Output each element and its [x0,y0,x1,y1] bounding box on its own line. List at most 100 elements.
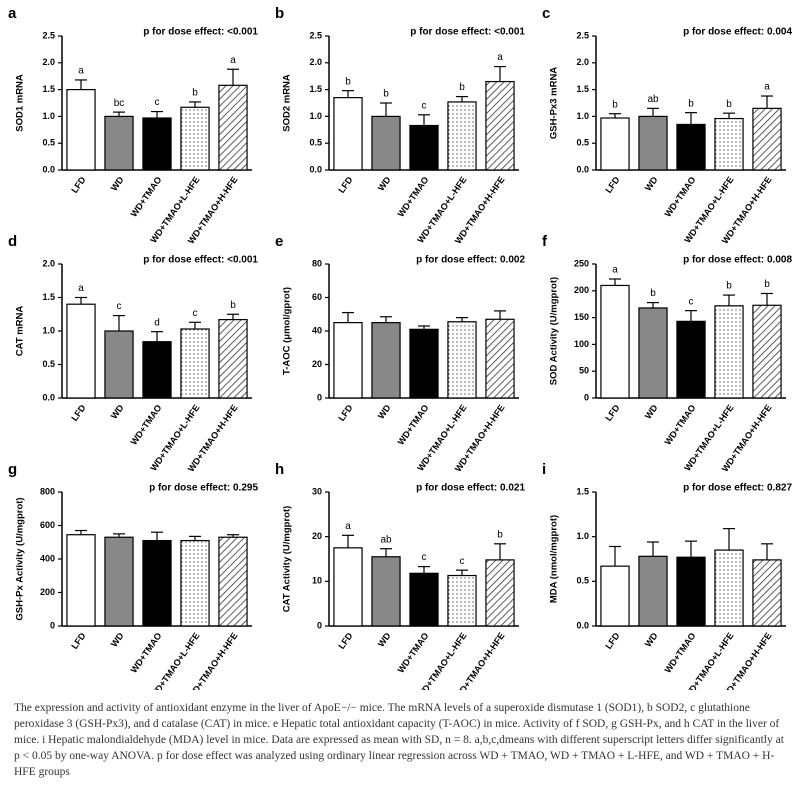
panel: a p for dose effect: <0.001 0.0 0.5 1.0 1.5 2.… [8,5,258,246]
y-tick-label: 200 [40,587,55,597]
significance-letter: b [726,281,732,292]
significance-letter: a [612,265,618,276]
annotation: p for dose effect: 0.827 [683,483,792,494]
x-tick-label: LFD [69,630,88,650]
x-tick-label: WD+TMAO [129,403,164,447]
y-tick-label: 800 [40,486,55,496]
panel-letter: c [542,5,550,22]
y-axis-label: T-AOC (μmol/gprot) [282,287,293,375]
significance-letter: c [155,97,160,108]
y-tick-label: 1.0 [309,111,322,121]
bar [333,322,363,399]
x-tick-label: WD+TMAO [396,175,431,219]
panel-letter: d [8,233,17,250]
bar [714,549,744,627]
x-tick-label: LFD [603,630,622,650]
bar [66,88,96,171]
annotation: p for dose effect: 0.295 [149,483,258,494]
y-axis-label: MDA (nmol/mgprot) [549,515,560,603]
x-tick-label: WD+TMAO [663,175,698,219]
y-tick-label: 0.0 [42,164,55,174]
significance-letter: ab [380,534,392,545]
bar [104,536,134,627]
y-tick-label: 0.5 [42,359,55,369]
x-tick-label: WD [643,402,660,420]
y-tick-label: 2.0 [309,57,322,67]
bar [752,107,782,171]
bar [447,574,477,627]
annotation: p for dose effect: 0.004 [683,27,792,38]
y-axis-label: SOD2 mRNA [282,74,293,132]
y-tick-label: 50 [579,366,589,376]
bar [66,534,96,627]
x-tick-label: WD+TMAO [663,403,698,447]
x-tick-label: WD [109,402,126,420]
panel: g p for dose effect: 0.295 0 200 400 600 800 LF… [8,461,258,702]
y-tick-label: 100 [574,339,589,349]
significance-letter: b [726,99,732,110]
bar [485,318,515,399]
y-tick-label: 60 [312,292,322,302]
x-tick-label: WD+TMAO [129,631,164,675]
bar [142,117,172,171]
significance-letter: b [383,89,389,100]
bar [676,123,706,171]
panel-letter: b [275,5,284,22]
y-axis-label: SOD Activity (U/mgprot) [549,277,560,385]
y-tick-label: 0.5 [42,138,55,148]
bar [409,572,439,627]
y-tick-label: 600 [40,520,55,530]
y-tick-label: 40 [312,325,322,335]
y-tick-label: 0.5 [309,138,322,148]
y-tick-label: 80 [312,258,322,268]
panel-letter: h [275,461,284,478]
bar [218,319,248,399]
y-tick-label: 1.5 [42,84,55,94]
x-tick-label: LFD [336,630,355,650]
bar [447,101,477,171]
y-tick-label: 150 [574,312,589,322]
y-tick-label: 0.0 [42,392,55,402]
y-axis-label: GSH-Px Activity (U/mgprot) [15,497,26,620]
significance-letter: d [154,317,160,328]
annotation: p for dose effect: <0.001 [143,255,258,266]
x-tick-label: WD [109,630,126,648]
significance-letter: b [650,288,656,299]
bar [638,555,668,627]
annotation: p for dose effect: 0.021 [416,483,525,494]
annotation: p for dose effect: <0.001 [143,27,258,38]
y-tick-label: 1.0 [576,111,589,121]
bar [142,341,172,399]
bar [638,307,668,399]
bar [333,547,363,627]
bar [485,559,515,627]
panel-letter: a [8,5,17,22]
y-tick-label: 2.5 [576,30,589,40]
figure: a p for dose effect: <0.001 0.0 0.5 1.0 1.5 2.… [8,5,792,702]
bar [66,303,96,399]
bar [371,556,401,627]
panel: d p for dose effect: <0.001 0.0 0.5 1.0 1.5 2.… [8,233,258,474]
significance-letter: b [345,76,351,87]
panel: i p for dose effect: 0.827 0.0 0.5 1.0 1.5 LFD… [542,461,792,702]
y-tick-label: 1.5 [576,486,589,496]
x-tick-label: WD+TMAO [396,631,431,675]
y-tick-label: 200 [574,285,589,295]
x-tick-label: WD+TMAO [396,403,431,447]
bar [447,321,477,399]
bar [600,284,630,399]
significance-letter: a [764,82,770,93]
y-tick-label: 0.5 [576,576,589,586]
significance-letter: b [688,98,694,109]
y-axis-label: CAT Activity (U/mgprot) [282,506,293,613]
y-tick-label: 2.0 [42,258,55,268]
x-tick-label: WD+TMAO [663,631,698,675]
y-tick-label: 10 [312,576,322,586]
significance-letter: a [230,55,236,66]
x-tick-label: WD [376,174,393,192]
annotation: p for dose effect: 0.008 [683,255,792,266]
y-tick-label: 0.5 [576,138,589,148]
bar [714,117,744,171]
bar [333,97,363,171]
bar [409,328,439,399]
